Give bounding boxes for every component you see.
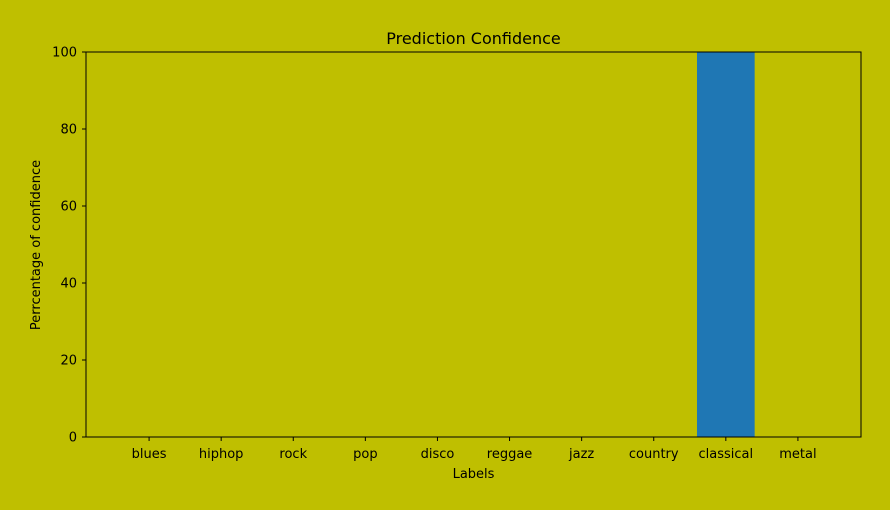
y-tick-label: 40 [60, 277, 77, 292]
axes-frame [85, 51, 862, 438]
x-tick-label: metal [779, 447, 816, 462]
x-tick-label: classical [699, 447, 754, 462]
chart-title: Prediction Confidence [386, 29, 561, 48]
y-tick-label: 80 [60, 123, 77, 138]
x-tick-label: blues [132, 447, 167, 462]
x-tick-label: disco [421, 447, 455, 462]
x-tick-label: reggae [487, 447, 533, 462]
x-tick-label: hiphop [199, 447, 244, 462]
bar-classical [696, 52, 755, 437]
y-axis-label: Perrcentage of confidence [29, 160, 44, 330]
x-axis-label: Labels [453, 467, 495, 482]
y-tick-label: 20 [60, 354, 77, 369]
x-tick-label: country [629, 447, 679, 462]
x-tick-label: pop [353, 447, 377, 462]
x-tick-label: rock [279, 447, 307, 462]
y-tick-label: 100 [52, 46, 77, 61]
y-tick-label: 0 [69, 431, 77, 446]
y-tick-label: 60 [60, 200, 77, 215]
x-tick-label: jazz [568, 447, 594, 462]
plot-area: blues hiphop rock pop disco reggae jazz country… [52, 46, 862, 462]
